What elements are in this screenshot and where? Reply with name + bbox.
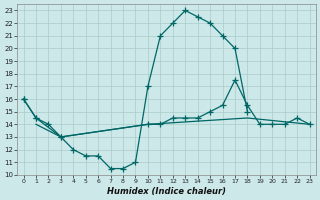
X-axis label: Humidex (Indice chaleur): Humidex (Indice chaleur) [107,187,226,196]
